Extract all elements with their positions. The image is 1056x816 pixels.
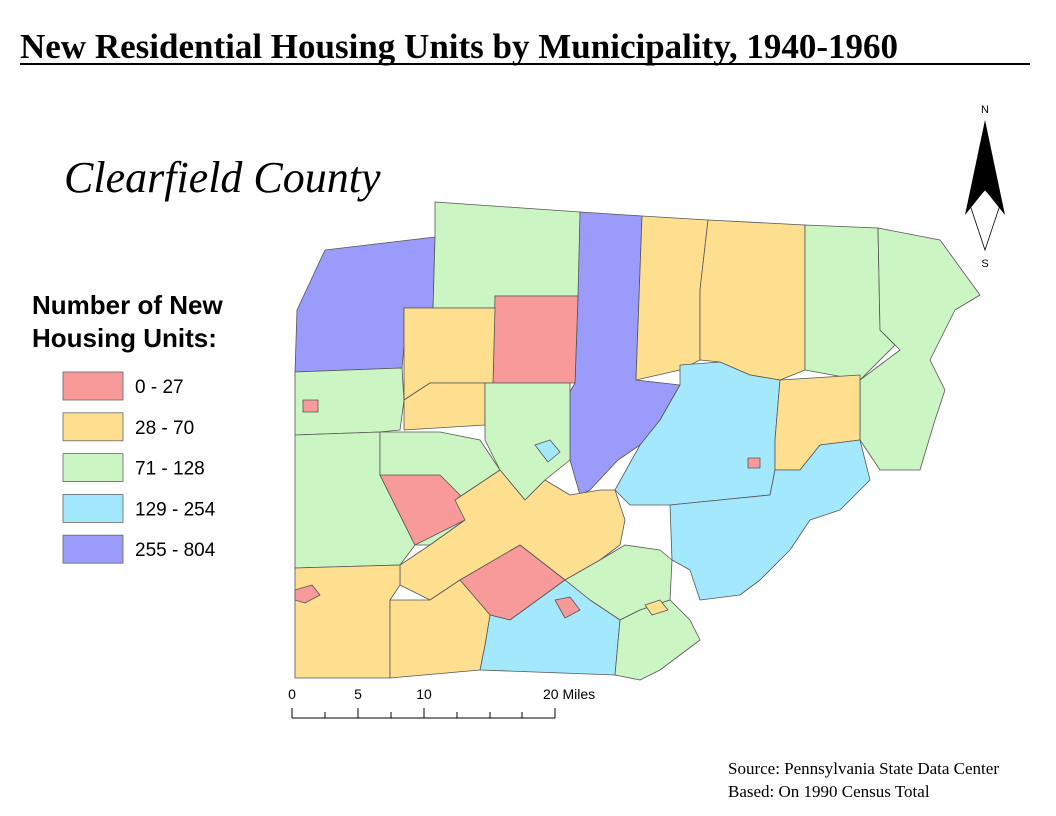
scale-label: 10 — [416, 686, 432, 702]
source-line: Based: On 1990 Census Total — [728, 782, 930, 801]
municipality — [302, 399, 319, 413]
legend-label: 0 - 27 — [135, 377, 184, 398]
legend-label: 28 - 70 — [135, 418, 194, 439]
municipality — [403, 382, 486, 431]
municipality — [699, 219, 806, 381]
municipality — [554, 596, 581, 619]
legend-swatch — [62, 412, 124, 442]
legend-label: 71 - 128 — [135, 459, 205, 480]
municipality — [669, 439, 871, 601]
north-arrow: N S — [965, 104, 1005, 270]
source-line: Source: Pennsylvania State Data Center — [728, 759, 999, 778]
county-map — [294, 201, 981, 681]
north-label: N — [981, 104, 989, 116]
scale-label: 5 — [354, 686, 362, 702]
legend-title: Number of New Housing Units: — [32, 290, 223, 353]
municipality — [294, 584, 321, 604]
subtitle: Clearfield County — [64, 153, 381, 202]
legend-title-line: Housing Units: — [32, 323, 217, 353]
legend-label: 255 - 804 — [135, 540, 216, 561]
scale-labels: 0 5 10 20 Miles — [288, 686, 595, 702]
municipality — [859, 227, 981, 471]
legend-swatch — [62, 493, 124, 523]
source: Source: Pennsylvania State Data Center B… — [728, 759, 999, 801]
north-arrow-head — [965, 120, 1005, 215]
legend-title-line: Number of New — [32, 290, 223, 320]
legend: 0 - 27 28 - 70 71 - 128 129 - 254 255 - 804 — [62, 371, 216, 564]
south-label: S — [981, 258, 988, 270]
legend-swatch — [62, 453, 124, 483]
scale-bar — [291, 708, 556, 719]
municipality — [294, 564, 401, 679]
municipality — [567, 211, 681, 496]
municipality — [747, 457, 761, 469]
title: New Residential Housing Units by Municip… — [20, 27, 898, 66]
north-arrow-tail — [969, 189, 1001, 252]
legend-swatch — [62, 371, 124, 401]
municipality — [389, 579, 491, 679]
legend-label: 129 - 254 — [135, 499, 216, 520]
municipality — [644, 599, 669, 616]
scale-label: 0 — [288, 686, 296, 702]
municipality — [492, 295, 579, 384]
municipality — [534, 439, 561, 463]
legend-swatch — [62, 534, 124, 564]
scale-label: 20 Miles — [543, 686, 595, 702]
municipality — [635, 215, 709, 381]
